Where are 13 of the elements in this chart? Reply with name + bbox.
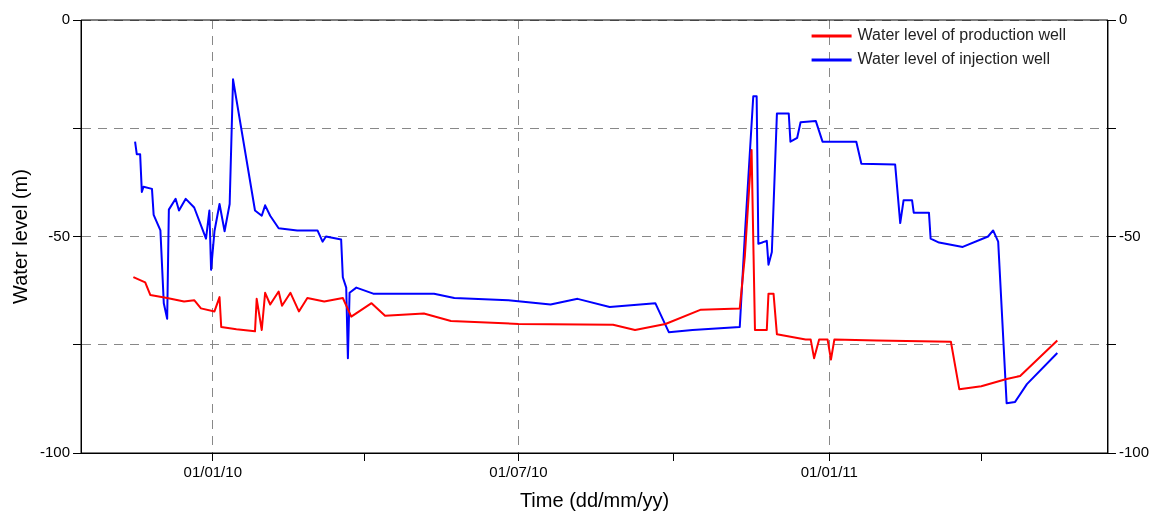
y-tick-label: -50 <box>48 226 71 244</box>
y-tick-label: 0 <box>61 10 71 28</box>
x-tick-label: 01/07/10 <box>489 463 548 481</box>
y2-tick-label: -100 <box>1118 443 1150 461</box>
legend-label: Water level of production well <box>857 26 1066 44</box>
x-tick-label: 01/01/10 <box>183 463 242 481</box>
y2-tick-label: -50 <box>1118 226 1141 244</box>
x-axis-title: Time (dd/mm/yy) <box>519 488 670 511</box>
y-tick-label: -100 <box>39 443 71 461</box>
y2-tick-label: 0 <box>1118 10 1128 28</box>
legend-label: Water level of injection well <box>857 50 1050 68</box>
x-tick-label: 01/01/11 <box>800 463 858 481</box>
y-axis-title: Water level (m) <box>8 169 31 304</box>
